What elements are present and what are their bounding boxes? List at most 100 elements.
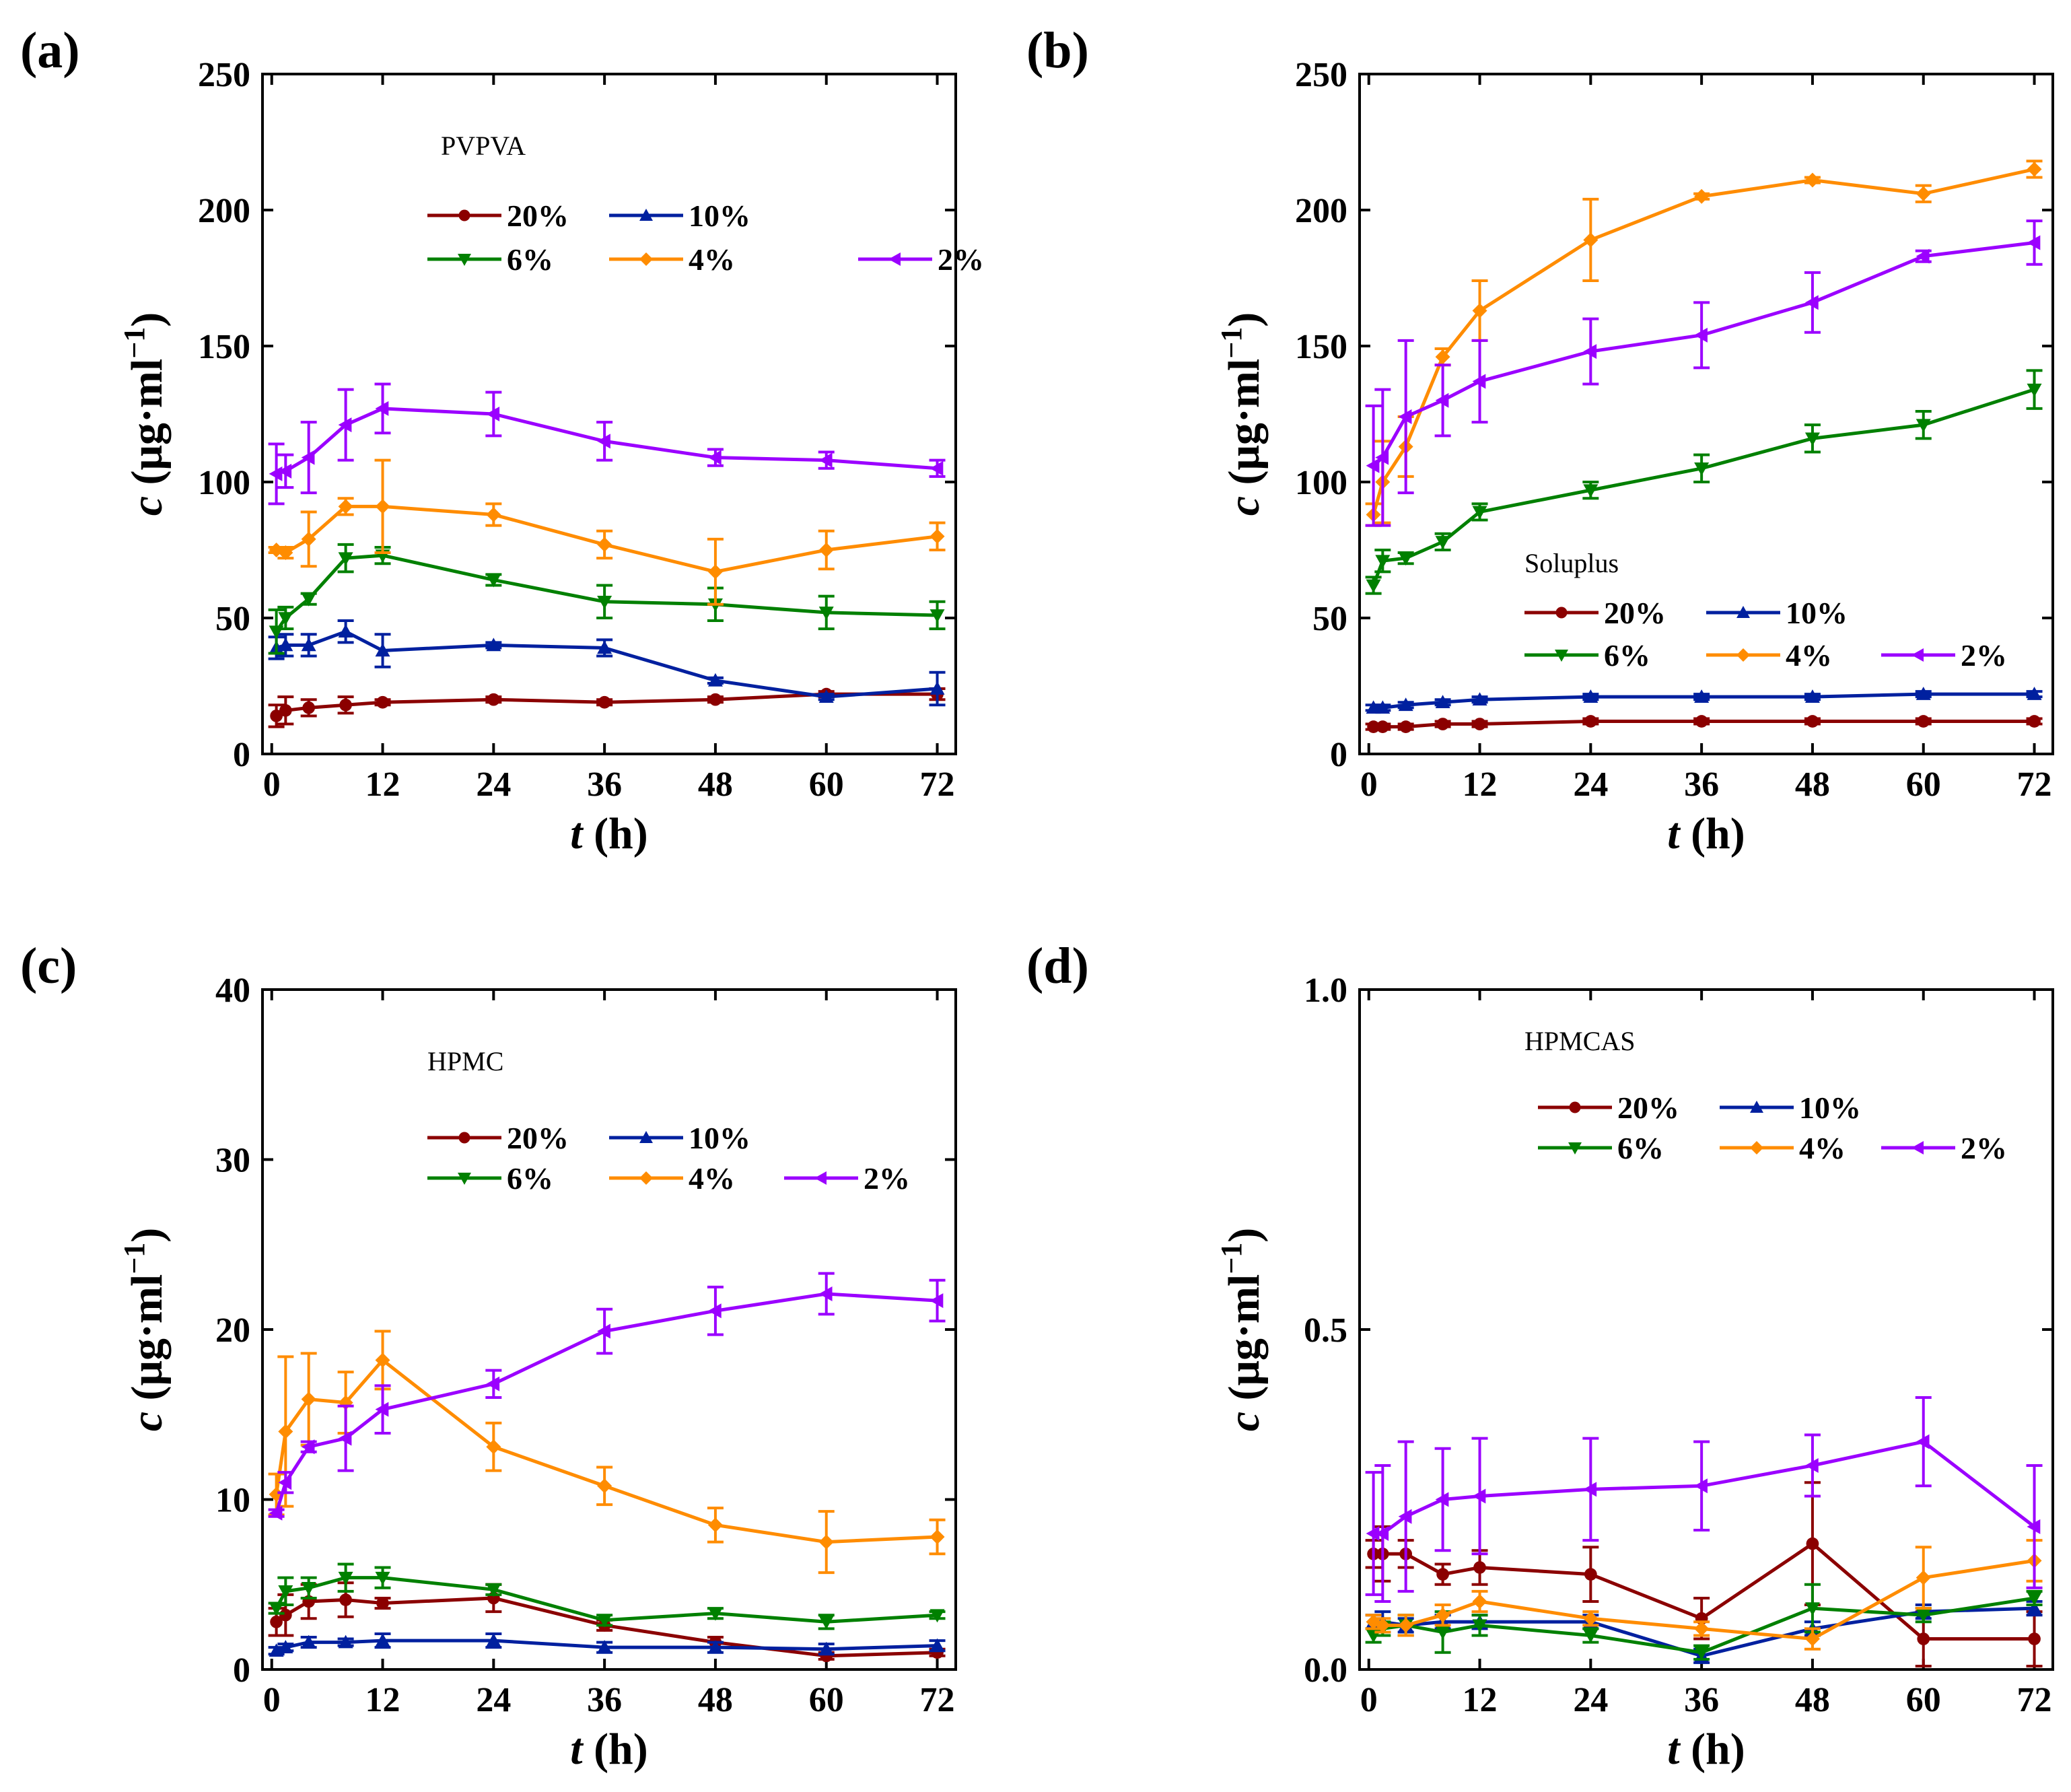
data-point [1804, 689, 1820, 703]
x-tick-label: 60 [1906, 1681, 1941, 1719]
data-point [301, 531, 316, 547]
legend-label: 10% [689, 1121, 750, 1155]
x-tick-label: 72 [2017, 765, 2052, 804]
series-2% [268, 382, 946, 506]
data-point [2027, 1601, 2042, 1614]
legend-label: 2% [938, 242, 984, 277]
data-point [818, 452, 833, 468]
series-20% [1365, 715, 2043, 733]
data-point [1435, 536, 1450, 549]
legend-label: 20% [1604, 596, 1666, 630]
data-point [1583, 484, 1599, 498]
legend-label: 6% [507, 1161, 553, 1196]
data-point [1583, 689, 1599, 703]
axes-frame [1358, 988, 2054, 1671]
x-tick-label: 48 [698, 1681, 733, 1719]
data-point [1375, 555, 1391, 569]
data-point [1366, 1526, 1380, 1541]
data-point [486, 407, 500, 421]
panel-label: (b) [1026, 22, 1089, 79]
data-point [375, 1352, 390, 1368]
data-point [278, 545, 293, 561]
legend-marker [888, 252, 901, 266]
y-tick-label: 50 [215, 600, 250, 638]
series-line [275, 629, 938, 699]
legend-label: 4% [689, 1161, 735, 1196]
series-6% [268, 1562, 946, 1630]
data-point [375, 1402, 389, 1417]
series-line [275, 1292, 938, 1514]
legend-label: 20% [1617, 1091, 1679, 1125]
data-point [597, 640, 612, 654]
data-point [1695, 715, 1708, 728]
data-point [2028, 715, 2041, 728]
x-axis-label: t (h) [1667, 1725, 1745, 1774]
data-point [1472, 1594, 1487, 1609]
legend-label: 6% [507, 242, 553, 277]
data-point [1694, 1646, 1710, 1660]
data-point [1435, 349, 1450, 365]
data-point [1584, 1568, 1597, 1581]
data-point [2027, 1592, 2042, 1606]
legend-item-6%: 6% [427, 242, 553, 277]
data-point [1804, 432, 1820, 446]
data-point [818, 689, 834, 703]
series-6% [1365, 369, 2043, 595]
data-point [486, 637, 501, 652]
x-tick-label: 0 [1360, 765, 1378, 804]
series-4% [268, 458, 946, 606]
series-20% [268, 687, 946, 728]
legend-marker [1911, 648, 1924, 662]
data-point [1916, 186, 1931, 201]
legend-item-4%: 4% [1706, 638, 1832, 673]
data-point [269, 466, 283, 481]
legend-marker [639, 209, 653, 221]
data-point [486, 507, 501, 522]
series-line [1373, 720, 2035, 729]
data-point [2027, 383, 2042, 397]
legend-marker [458, 1173, 471, 1185]
legend-marker [1555, 650, 1568, 662]
legend-item-20%: 20% [427, 1121, 569, 1155]
data-point [1916, 1434, 1930, 1449]
data-point [278, 463, 292, 479]
data-point [1435, 1626, 1450, 1640]
data-point [1398, 697, 1413, 712]
data-point [707, 564, 723, 580]
data-point [1694, 1621, 1710, 1636]
data-point [1436, 718, 1449, 730]
data-point [486, 1439, 501, 1455]
legend-marker [458, 209, 470, 221]
legend-item-4%: 4% [609, 1161, 735, 1196]
data-point [1398, 409, 1412, 425]
x-tick-label: 36 [1684, 765, 1719, 804]
x-axis-label: t (h) [570, 809, 648, 858]
legend: 20% 10% 6% 4% 2% [1538, 1091, 2007, 1165]
y-tick-label: 250 [198, 56, 250, 94]
data-point [1583, 1629, 1599, 1643]
data-point [929, 681, 945, 695]
data-point [1375, 1526, 1389, 1541]
series-line [275, 504, 938, 574]
data-point [338, 552, 353, 566]
data-point [1806, 715, 1819, 728]
series-6% [268, 543, 946, 655]
data-point [709, 693, 722, 706]
panel-a: (a) 0 12 24 36 48 60 72 0 50 100 150 200 250 t (h) c (μ… [20, 22, 984, 858]
data-point [486, 1633, 501, 1647]
chart-annotation: Soluplus [1524, 548, 1619, 578]
data-point [707, 1517, 723, 1533]
series-4% [268, 1330, 946, 1575]
data-point [1435, 1492, 1449, 1507]
data-point [707, 673, 723, 687]
y-tick-label: 1.0 [1304, 971, 1347, 1010]
data-point [279, 1608, 292, 1622]
chart-annotation: PVPVA [441, 131, 526, 161]
legend-item-6%: 6% [1524, 638, 1650, 673]
legend-label: 6% [1604, 638, 1650, 673]
series-line [1373, 1439, 2036, 1536]
x-tick-label: 60 [809, 765, 844, 804]
x-tick-label: 24 [1573, 765, 1608, 804]
x-tick-label: 24 [1573, 1681, 1608, 1719]
